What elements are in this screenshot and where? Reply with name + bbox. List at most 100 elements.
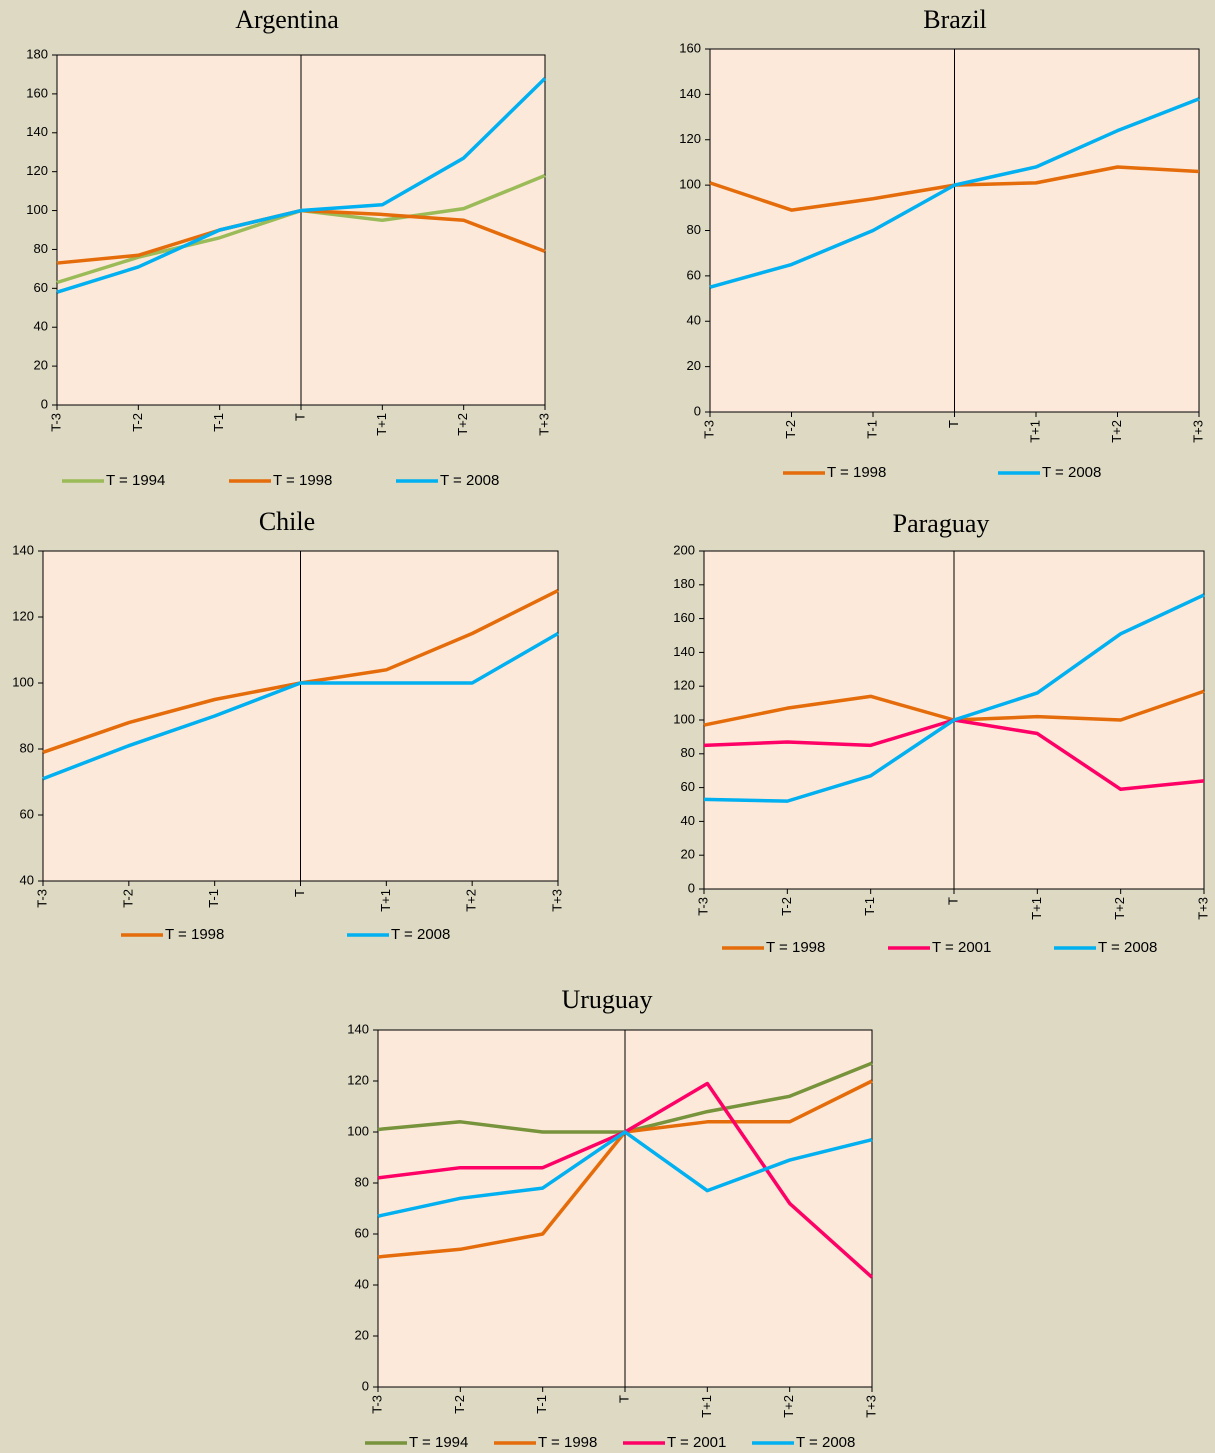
series-line	[709, 97, 1200, 289]
y-tick-label: 140	[347, 1021, 369, 1036]
x-tick-label: T+3	[863, 1395, 878, 1418]
x-tick-label: T-2	[120, 889, 135, 908]
y-tick-label: 20	[681, 847, 695, 862]
x-tick-label: T+2	[781, 1395, 796, 1418]
x-tick-label: T-3	[48, 413, 63, 432]
chart-title: Chile	[259, 507, 315, 536]
x-tick-label: T-2	[452, 1395, 467, 1414]
y-tick-label: 100	[347, 1123, 369, 1138]
legend-label: T = 1998	[273, 472, 332, 489]
chart-title: Argentina	[235, 5, 339, 34]
series-line	[56, 77, 547, 294]
chart-title: Paraguay	[893, 509, 990, 538]
x-tick-label: T	[292, 889, 307, 897]
y-tick-label: 60	[681, 779, 695, 794]
x-tick-label: T	[292, 413, 307, 421]
x-tick-label: T+2	[455, 413, 470, 436]
legend-label: T = 2008	[796, 1434, 855, 1451]
y-tick-label: 140	[26, 124, 48, 139]
x-tick-label: T-1	[534, 1395, 549, 1414]
y-tick-label: 100	[12, 674, 34, 689]
x-tick-label: T+3	[1195, 897, 1210, 920]
x-tick-label: T-2	[779, 897, 794, 916]
x-tick-label: T-1	[211, 413, 226, 432]
legend-label: T = 2008	[440, 472, 499, 489]
x-tick-label: T-1	[862, 897, 877, 916]
y-tick-label: 20	[687, 358, 701, 373]
x-tick-label: T	[945, 897, 960, 905]
y-tick-label: 60	[34, 280, 48, 295]
y-tick-label: 100	[673, 711, 695, 726]
y-tick-label: 80	[20, 740, 34, 755]
y-tick-label: 100	[26, 202, 48, 217]
y-tick-label: 140	[673, 644, 695, 659]
y-tick-label: 180	[26, 46, 48, 61]
x-tick-label: T	[946, 420, 961, 428]
series-line	[703, 593, 1205, 803]
y-tick-label: 200	[673, 542, 695, 557]
legend-label: T = 1998	[827, 464, 886, 481]
legend-label: T = 1994	[409, 1434, 468, 1451]
x-tick-label: T+1	[1029, 897, 1044, 920]
y-tick-label: 120	[347, 1072, 369, 1087]
series-line	[377, 1130, 873, 1218]
y-tick-label: 60	[687, 267, 701, 282]
y-tick-label: 20	[34, 358, 48, 373]
y-tick-label: 40	[20, 872, 34, 887]
y-tick-label: 60	[355, 1225, 369, 1240]
x-tick-label: T+1	[1027, 420, 1042, 443]
x-tick-label: T-3	[34, 889, 49, 908]
x-tick-label: T+2	[1109, 420, 1124, 443]
x-tick-label: T-1	[206, 889, 221, 908]
y-tick-label: 0	[694, 403, 701, 418]
x-tick-label: T+1	[378, 889, 393, 912]
y-tick-label: 120	[12, 608, 34, 623]
y-tick-label: 40	[34, 319, 48, 334]
x-tick-label: T+1	[699, 1395, 714, 1418]
legend-label: T = 1994	[106, 472, 165, 489]
legend-label: T = 2008	[391, 926, 450, 943]
y-tick-label: 80	[355, 1174, 369, 1189]
x-tick-label: T	[616, 1395, 631, 1403]
x-tick-label: T-2	[130, 413, 145, 432]
x-tick-label: T+1	[374, 413, 389, 436]
x-tick-label: T+3	[536, 413, 551, 436]
y-tick-label: 160	[673, 610, 695, 625]
legend-label: T = 1998	[538, 1434, 597, 1451]
y-tick-label: 60	[20, 806, 34, 821]
y-tick-label: 40	[355, 1276, 369, 1291]
y-tick-label: 80	[34, 241, 48, 256]
y-tick-label: 20	[355, 1327, 369, 1342]
y-tick-label: 160	[26, 85, 48, 100]
y-tick-label: 40	[681, 813, 695, 828]
y-tick-label: 140	[12, 542, 34, 557]
y-tick-label: 80	[687, 222, 701, 237]
legend-label: T = 1998	[766, 939, 825, 956]
x-tick-label: T+3	[1190, 420, 1205, 443]
y-tick-label: 180	[673, 576, 695, 591]
y-tick-label: 0	[41, 396, 48, 411]
legend-label: T = 2001	[932, 939, 991, 956]
y-tick-label: 160	[679, 40, 701, 55]
y-tick-label: 120	[679, 131, 701, 146]
chart-title: Uruguay	[562, 985, 653, 1014]
y-tick-label: 100	[679, 177, 701, 192]
y-tick-label: 120	[26, 163, 48, 178]
y-tick-label: 40	[687, 313, 701, 328]
y-tick-label: 0	[688, 880, 695, 895]
series-line	[42, 631, 559, 781]
legend-label: T = 2001	[667, 1434, 726, 1451]
x-tick-label: T-2	[783, 420, 798, 439]
y-tick-label: 120	[673, 678, 695, 693]
y-tick-label: 140	[679, 86, 701, 101]
x-tick-label: T-1	[864, 420, 879, 439]
x-tick-label: T-3	[369, 1395, 384, 1414]
legend-label: T = 2008	[1098, 939, 1157, 956]
y-tick-label: 0	[362, 1378, 369, 1393]
chart-title: Brazil	[923, 5, 987, 34]
x-tick-label: T+3	[549, 889, 564, 912]
legend-label: T = 1998	[165, 926, 224, 943]
x-tick-label: T-3	[695, 897, 710, 916]
legend-label: T = 2008	[1042, 464, 1101, 481]
